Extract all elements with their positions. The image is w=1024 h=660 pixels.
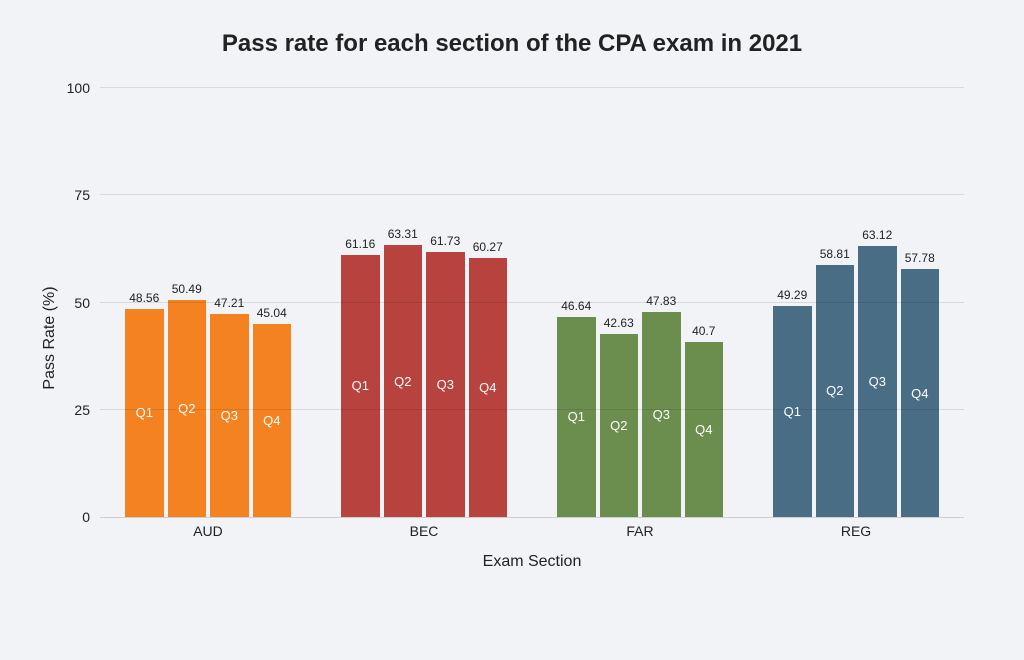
bar-quarter-label: Q4: [479, 380, 496, 395]
bar: 58.81Q2: [816, 265, 855, 517]
y-tick-label: 100: [67, 80, 90, 96]
bar-value-label: 50.49: [172, 282, 202, 296]
bar: 60.27Q4: [469, 258, 508, 517]
bar-value-label: 40.7: [692, 324, 715, 338]
y-tick-label: 50: [74, 295, 90, 311]
gridline: [100, 194, 964, 195]
bar-value-label: 58.81: [820, 247, 850, 261]
bar: 57.78Q4: [901, 269, 940, 517]
bar-quarter-label: Q1: [568, 409, 585, 424]
bar-group-aud: 48.56Q150.49Q247.21Q345.04Q4AUD: [100, 88, 316, 517]
bar-value-label: 45.04: [257, 306, 287, 320]
bar-value-label: 48.56: [129, 291, 159, 305]
bar-groups: 48.56Q150.49Q247.21Q345.04Q4AUD61.16Q163…: [100, 88, 964, 517]
x-axis-label: Exam Section: [100, 553, 964, 571]
bar-quarter-label: Q2: [394, 374, 411, 389]
x-tick-label: AUD: [193, 523, 223, 539]
bar-value-label: 61.16: [345, 237, 375, 251]
x-tick-label: BEC: [410, 523, 439, 539]
bar-value-label: 57.78: [905, 251, 935, 265]
bar: 42.63Q2: [600, 334, 639, 517]
bar: 45.04Q4: [253, 324, 292, 517]
bar-quarter-label: Q3: [869, 374, 886, 389]
bar: 49.29Q1: [773, 306, 812, 517]
y-axis-label: Pass Rate (%): [41, 286, 59, 389]
chart-container: Pass rate for each section of the CPA ex…: [0, 0, 1024, 660]
y-tick-label: 25: [74, 402, 90, 418]
bar-group-reg: 49.29Q158.81Q263.12Q357.78Q4REG: [748, 88, 964, 517]
plot-area: 48.56Q150.49Q247.21Q345.04Q4AUD61.16Q163…: [100, 88, 964, 518]
x-tick-label: FAR: [626, 523, 653, 539]
bar: 46.64Q1: [557, 317, 596, 517]
bar-value-label: 61.73: [430, 234, 460, 248]
bar-quarter-label: Q4: [263, 413, 280, 428]
bar-quarter-label: Q3: [221, 408, 238, 423]
bar-quarter-label: Q1: [136, 405, 153, 420]
bar: 47.21Q3: [210, 314, 249, 517]
x-tick-label: REG: [841, 523, 871, 539]
bar-value-label: 63.31: [388, 227, 418, 241]
bar-group-bec: 61.16Q163.31Q261.73Q360.27Q4BEC: [316, 88, 532, 517]
bar-value-label: 49.29: [777, 288, 807, 302]
bar-quarter-label: Q2: [610, 418, 627, 433]
gridline: [100, 87, 964, 88]
bar-quarter-label: Q4: [695, 422, 712, 437]
bar: 47.83Q3: [642, 312, 681, 517]
bar: 61.16Q1: [341, 255, 380, 517]
bar: 48.56Q1: [125, 309, 164, 517]
y-tick-label: 0: [82, 509, 90, 525]
gridline: [100, 409, 964, 410]
bar-quarter-label: Q3: [437, 377, 454, 392]
bar: 61.73Q3: [426, 252, 465, 517]
bar-quarter-label: Q1: [352, 378, 369, 393]
bar: 63.12Q3: [858, 246, 897, 517]
bar-quarter-label: Q1: [784, 404, 801, 419]
chart-title: Pass rate for each section of the CPA ex…: [40, 30, 984, 58]
bar: 63.31Q2: [384, 245, 423, 517]
bar-value-label: 60.27: [473, 240, 503, 254]
bar-value-label: 63.12: [862, 228, 892, 242]
bar-quarter-label: Q4: [911, 386, 928, 401]
bar-group-far: 46.64Q142.63Q247.83Q340.7Q4FAR: [532, 88, 748, 517]
gridline: [100, 302, 964, 303]
bar: 40.7Q4: [685, 342, 724, 517]
bar-value-label: 47.21: [214, 296, 244, 310]
y-tick-label: 75: [74, 187, 90, 203]
bar-value-label: 42.63: [604, 316, 634, 330]
plot-wrap: Pass Rate (%) 48.56Q150.49Q247.21Q345.04…: [100, 88, 964, 588]
bar-quarter-label: Q2: [826, 383, 843, 398]
